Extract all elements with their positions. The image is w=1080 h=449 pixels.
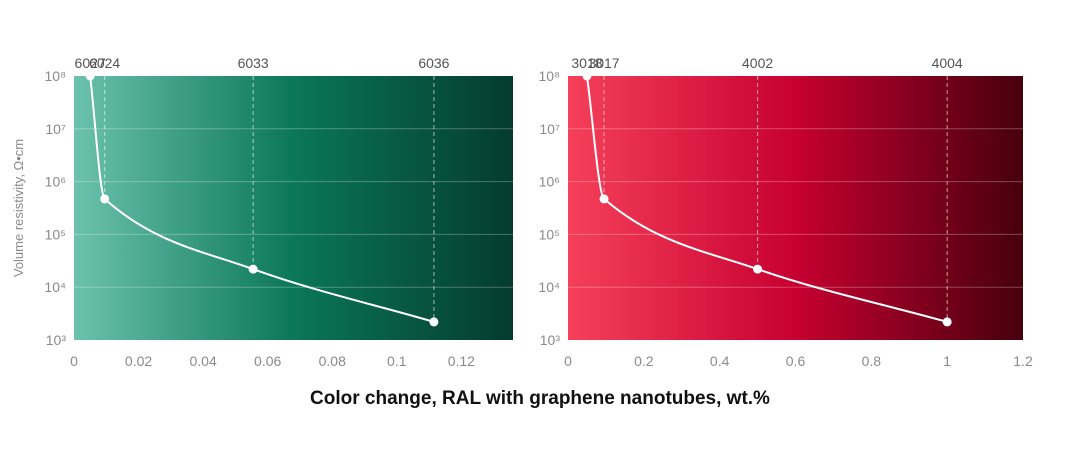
point-label: 3017 bbox=[588, 55, 619, 71]
point-label: 4004 bbox=[932, 55, 963, 71]
x-tick-label: 0.12 bbox=[448, 353, 475, 369]
x-tick-label: 0.1 bbox=[387, 353, 407, 369]
x-tick-label: 0.8 bbox=[862, 353, 882, 369]
y-tick-label: 10³ bbox=[540, 332, 561, 348]
data-point bbox=[248, 264, 258, 274]
x-tick-label: 0.2 bbox=[634, 353, 654, 369]
y-axis-title: Volume resistivity, Ω•cm bbox=[11, 139, 26, 277]
data-point bbox=[582, 71, 592, 81]
y-tick-label: 10⁸ bbox=[45, 68, 67, 84]
data-point bbox=[753, 264, 763, 274]
data-point bbox=[429, 317, 439, 327]
data-point bbox=[85, 71, 95, 81]
plot-background bbox=[74, 76, 513, 340]
y-tick-label: 10⁵ bbox=[45, 226, 66, 242]
y-tick-label: 10⁶ bbox=[539, 174, 560, 190]
x-tick-label: 0.02 bbox=[125, 353, 152, 369]
x-tick-label: 0 bbox=[70, 353, 78, 369]
x-tick-label: 0.04 bbox=[189, 353, 216, 369]
y-tick-label: 10⁶ bbox=[45, 174, 66, 190]
data-point bbox=[942, 317, 952, 327]
data-point bbox=[100, 194, 110, 204]
x-axis-title: Color change, RAL with graphene nanotube… bbox=[310, 388, 770, 409]
x-tick-label: 0.08 bbox=[319, 353, 346, 369]
point-label: 6027 bbox=[75, 55, 106, 71]
x-tick-label: 0.6 bbox=[786, 353, 806, 369]
series-line bbox=[585, 75, 948, 323]
point-label: 3018 bbox=[571, 55, 602, 71]
y-tick-label: 10⁷ bbox=[539, 121, 560, 137]
series-line bbox=[89, 75, 435, 323]
y-tick-label: 10⁴ bbox=[44, 279, 66, 295]
x-tick-label: 1.2 bbox=[1013, 353, 1033, 369]
y-tick-label: 10⁷ bbox=[45, 121, 66, 137]
y-tick-label: 10³ bbox=[46, 332, 67, 348]
point-label: 6036 bbox=[418, 55, 449, 71]
x-tick-label: 1 bbox=[943, 353, 951, 369]
y-tick-label: 10⁸ bbox=[539, 68, 561, 84]
x-tick-label: 0.06 bbox=[254, 353, 281, 369]
y-tick-label: 10⁵ bbox=[539, 226, 560, 242]
y-tick-label: 10⁴ bbox=[538, 279, 560, 295]
data-point bbox=[599, 194, 609, 204]
point-label: 6024 bbox=[89, 55, 120, 71]
x-tick-label: 0 bbox=[564, 353, 572, 369]
plot-background bbox=[568, 76, 1023, 340]
x-tick-label: 0.4 bbox=[710, 353, 730, 369]
point-label: 4002 bbox=[742, 55, 773, 71]
point-label: 6033 bbox=[238, 55, 269, 71]
